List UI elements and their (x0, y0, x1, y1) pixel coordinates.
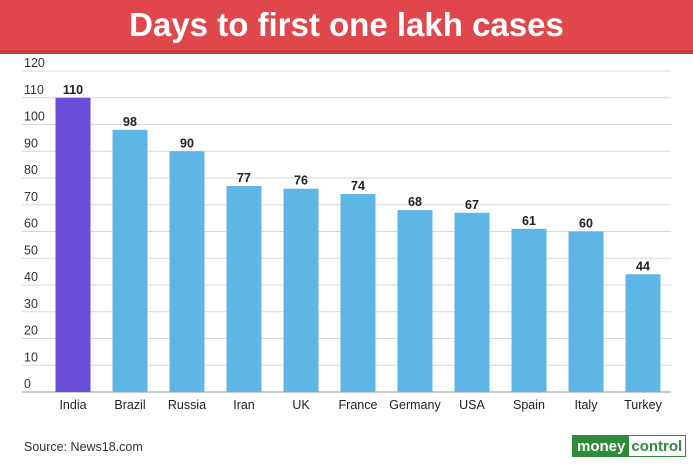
source-note: Source: News18.com (24, 440, 143, 454)
bar-chart: 0 10 20 30 40 50 60 70 80 90 100 110 120 110 India 98 Br… (22, 56, 671, 412)
bar (55, 97, 91, 392)
bar (283, 188, 319, 392)
data-label: 61 (522, 214, 536, 228)
x-tick-label: Italy (575, 398, 599, 412)
data-label: 67 (465, 198, 479, 212)
chart-title: Days to first one lakh cases (129, 6, 564, 43)
y-tick-label: 0 (24, 377, 31, 391)
y-tick-label: 50 (24, 243, 38, 257)
title-underline (0, 50, 693, 54)
data-label: 74 (351, 179, 365, 193)
data-label: 110 (63, 83, 83, 97)
data-label: 98 (123, 115, 137, 129)
x-tick-label: Brazil (114, 398, 145, 412)
y-tick-label: 90 (24, 136, 38, 150)
data-label: 90 (180, 136, 194, 150)
bar (511, 228, 547, 392)
bar (112, 129, 148, 392)
y-tick-label: 60 (24, 217, 38, 231)
bar (226, 186, 262, 392)
bar (568, 231, 604, 392)
x-tick-label: Germany (389, 398, 441, 412)
x-tick-label: Iran (233, 398, 255, 412)
x-tick-label: France (339, 398, 378, 412)
data-label: 77 (237, 171, 251, 185)
data-label: 60 (579, 217, 593, 231)
y-tick-label: 120 (24, 56, 45, 70)
x-tick-label: Spain (513, 398, 545, 412)
data-label: 76 (294, 174, 308, 188)
x-tick-label: Russia (168, 398, 206, 412)
title-banner: Days to first one lakh cases (0, 0, 693, 50)
bar (169, 151, 205, 392)
bar (397, 210, 433, 392)
x-tick-label: Turkey (624, 398, 662, 412)
y-tick-label: 20 (24, 324, 38, 338)
x-tick-label: USA (459, 398, 485, 412)
data-label: 44 (636, 259, 650, 273)
y-tick-label: 10 (24, 350, 38, 364)
logo-control-text: control (629, 435, 687, 457)
data-label: 68 (408, 195, 422, 209)
logo-money-text: money (572, 435, 630, 457)
bar (454, 212, 490, 392)
bar (340, 194, 376, 392)
y-tick-label: 110 (24, 83, 44, 97)
y-tick-label: 80 (24, 163, 38, 177)
y-tick-label: 100 (24, 110, 45, 124)
moneycontrol-logo: money control (572, 435, 687, 457)
y-tick-label: 30 (24, 297, 38, 311)
bar (625, 274, 661, 392)
x-tick-label: UK (292, 398, 310, 412)
y-tick-label: 40 (24, 270, 38, 284)
y-tick-label: 70 (24, 190, 38, 204)
x-tick-label: India (59, 398, 86, 412)
